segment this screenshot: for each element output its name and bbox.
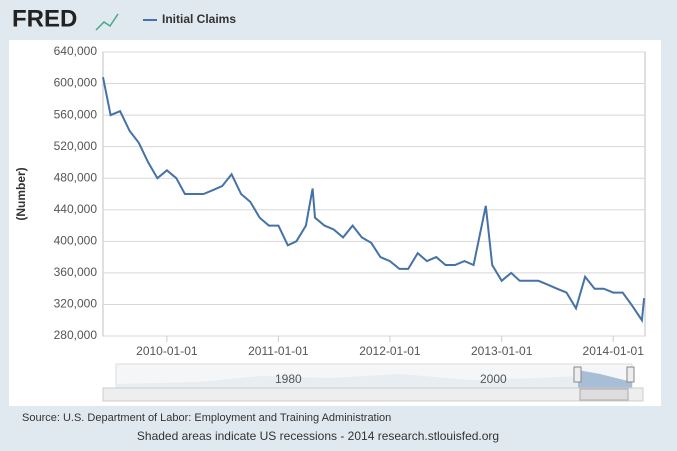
y-tick-label: 360,000: [54, 265, 98, 279]
logo: FRED: [12, 5, 77, 32]
navigator-label: 2000: [480, 372, 507, 386]
x-tick-label: 2013-01-01: [471, 344, 533, 358]
scrollbar[interactable]: [102, 387, 644, 402]
y-tick-label: 520,000: [54, 139, 98, 153]
y-tick-label: 560,000: [54, 107, 98, 121]
y-tick-label: 440,000: [54, 202, 98, 216]
y-tick-label: 320,000: [54, 297, 98, 311]
navigator-handle[interactable]: [573, 366, 582, 383]
navigator-handle[interactable]: [626, 366, 635, 383]
line-series: [102, 77, 646, 324]
logo-icon: [95, 13, 119, 31]
footer: Shaded areas indicate US recessions - 20…: [137, 429, 499, 443]
x-tick-label: 2014-01-01: [583, 344, 645, 358]
navigator-selection: [578, 370, 632, 388]
y-axis-label: (Number): [14, 167, 28, 220]
x-tick-label: 2011-01-01: [248, 344, 309, 358]
legend-label: Initial Claims: [162, 12, 236, 26]
y-tick-label: 640,000: [54, 44, 98, 58]
navigator-series: [116, 374, 578, 388]
x-tick-label: 2012-01-01: [359, 344, 421, 358]
source: Source: U.S. Department of Labor: Employ…: [22, 412, 391, 424]
y-tick-label: 480,000: [54, 170, 98, 184]
y-tick-label: 280,000: [54, 328, 98, 342]
scrollbar-thumb[interactable]: [579, 388, 629, 401]
x-tick-label: 2010-01-01: [136, 344, 198, 358]
y-tick-label: 600,000: [54, 76, 98, 90]
navigator: 1980 2000: [102, 363, 644, 402]
navigator-label: 1980: [275, 372, 302, 386]
chart-panel: [9, 40, 661, 406]
y-tick-label: 400,000: [54, 234, 98, 248]
